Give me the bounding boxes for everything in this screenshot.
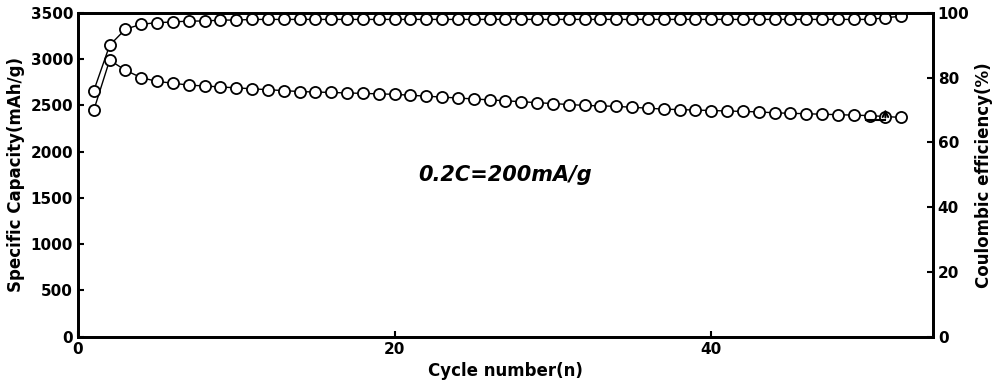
Y-axis label: Specific Capacity(mAh/g): Specific Capacity(mAh/g)	[7, 57, 25, 292]
Text: 0.2C=200mA/g: 0.2C=200mA/g	[419, 165, 592, 185]
Y-axis label: Coulombic efficiency(%): Coulombic efficiency(%)	[975, 62, 993, 288]
X-axis label: Cycle number(n): Cycle number(n)	[428, 362, 583, 380]
